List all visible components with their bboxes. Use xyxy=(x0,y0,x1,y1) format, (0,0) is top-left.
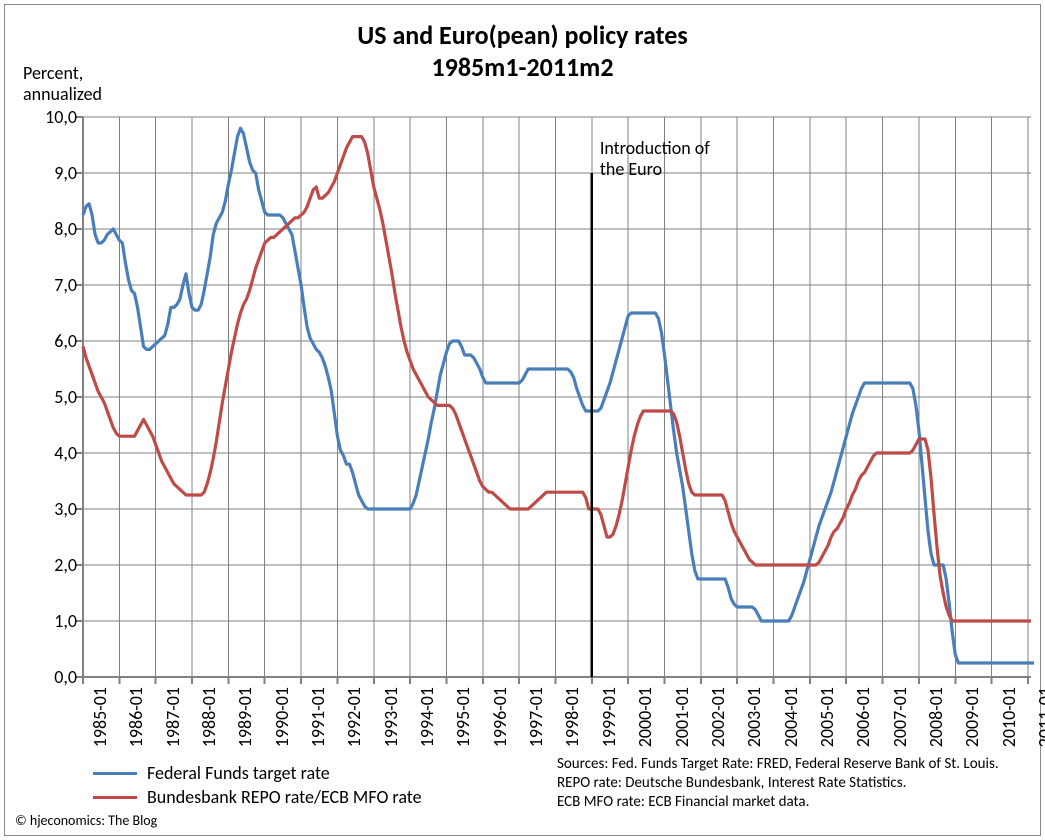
chart-title: US and Euro(pean) policy rates 1985m1-20… xyxy=(5,19,1040,83)
y-tick-label: 0,0 xyxy=(27,666,77,688)
legend-swatch xyxy=(93,796,137,799)
legend-label: Bundesbank REPO rate/ECB MFO rate xyxy=(147,786,422,808)
y-tick-label: 10,0 xyxy=(27,106,77,128)
y-tick-label: 4,0 xyxy=(27,442,77,464)
y-axis-title-line-2: annualized xyxy=(23,84,102,105)
legend-label: Federal Funds target rate xyxy=(147,762,330,784)
x-tick-label: 2007-01 xyxy=(889,687,911,747)
y-tick-label: 9,0 xyxy=(27,162,77,184)
y-tick-label: 3,0 xyxy=(27,498,77,520)
source-line: Sources: Fed. Funds Target Rate: FRED, F… xyxy=(557,755,999,774)
x-tick-label: 2010-01 xyxy=(998,687,1020,747)
y-tick-label: 2,0 xyxy=(27,554,77,576)
legend-item: Federal Funds target rate xyxy=(93,761,422,785)
x-tick-label: 2011-01 xyxy=(1034,687,1045,747)
x-tick-label: 1986-01 xyxy=(125,687,147,747)
annotation-label-line-1: Introduction of xyxy=(600,138,710,159)
x-tick-label: 1996-01 xyxy=(489,687,511,747)
x-tick-label: 2001-01 xyxy=(671,687,693,747)
y-tick-label: 8,0 xyxy=(27,218,77,240)
x-tick-label: 1999-01 xyxy=(598,687,620,747)
y-axis-title-line-1: Percent, xyxy=(23,63,102,84)
x-tick-label: 2003-01 xyxy=(743,687,765,747)
chart-frame: US and Euro(pean) policy rates 1985m1-20… xyxy=(4,4,1041,836)
x-tick-label: 2004-01 xyxy=(780,687,802,747)
x-tick-label: 1998-01 xyxy=(561,687,583,747)
annotation-label: Introduction of the Euro xyxy=(600,138,710,179)
plot-area: 0,01,02,03,04,05,06,07,08,09,010,0 1985-… xyxy=(83,117,1031,677)
x-tick-label: 2005-01 xyxy=(816,687,838,747)
source-line: ECB MFO rate: ECB Financial market data. xyxy=(557,793,999,812)
x-tick-label: 1993-01 xyxy=(380,687,402,747)
x-tick-label: 1989-01 xyxy=(234,687,256,747)
x-tick-label: 2008-01 xyxy=(925,687,947,747)
x-tick-label: 1990-01 xyxy=(271,687,293,747)
annotation-label-line-2: the Euro xyxy=(600,159,710,180)
y-tick-label: 1,0 xyxy=(27,610,77,632)
series-line xyxy=(83,137,1031,621)
legend-swatch xyxy=(93,772,137,775)
x-tick-label: 1987-01 xyxy=(162,687,184,747)
x-tick-label: 2006-01 xyxy=(852,687,874,747)
y-tick-label: 6,0 xyxy=(27,330,77,352)
data-series xyxy=(83,128,1034,663)
y-tick-label: 5,0 xyxy=(27,386,77,408)
sources-block: Sources: Fed. Funds Target Rate: FRED, F… xyxy=(557,755,999,811)
x-tick-label: 2002-01 xyxy=(707,687,729,747)
source-line: REPO rate: Deutsche Bundesbank, Interest… xyxy=(557,774,999,793)
x-tick-label: 1997-01 xyxy=(525,687,547,747)
copyright: © hjeconomics: The Blog xyxy=(15,812,157,829)
x-tick-label: 1992-01 xyxy=(343,687,365,747)
x-tick-label: 1995-01 xyxy=(452,687,474,747)
legend: Federal Funds target rateBundesbank REPO… xyxy=(93,761,422,809)
x-tick-label: 2000-01 xyxy=(634,687,656,747)
title-line-1: US and Euro(pean) policy rates xyxy=(5,19,1040,51)
x-tick-label: 1994-01 xyxy=(416,687,438,747)
x-tick-label: 1985-01 xyxy=(89,687,111,747)
y-tick-label: 7,0 xyxy=(27,274,77,296)
x-tick-label: 2009-01 xyxy=(961,687,983,747)
series-line xyxy=(83,128,1034,663)
axes xyxy=(76,117,1031,684)
title-line-2: 1985m1-2011m2 xyxy=(5,51,1040,83)
legend-item: Bundesbank REPO rate/ECB MFO rate xyxy=(93,785,422,809)
x-tick-label: 1991-01 xyxy=(307,687,329,747)
y-axis-title: Percent, annualized xyxy=(23,63,102,104)
plot-svg xyxy=(83,117,1031,677)
x-tick-label: 1988-01 xyxy=(198,687,220,747)
